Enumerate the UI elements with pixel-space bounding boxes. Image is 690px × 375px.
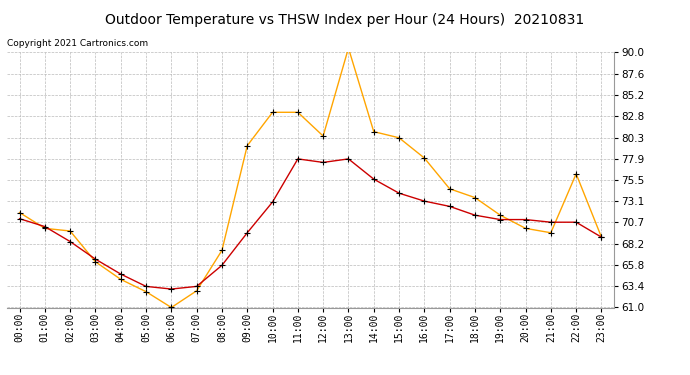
Temperature  (°F) [91, 257, 99, 261]
Line: Temperature  (°F): Temperature (°F) [17, 156, 604, 292]
THSW  (°F) [66, 229, 75, 233]
Temperature  (°F) [344, 157, 353, 161]
Temperature  (°F) [370, 177, 378, 182]
THSW  (°F) [344, 46, 353, 50]
Temperature  (°F) [294, 157, 302, 161]
THSW  (°F) [496, 213, 504, 217]
THSW  (°F) [446, 186, 454, 191]
Temperature  (°F) [446, 204, 454, 209]
THSW  (°F) [243, 144, 251, 148]
THSW  (°F) [294, 110, 302, 114]
Temperature  (°F) [319, 160, 327, 165]
Temperature  (°F) [142, 284, 150, 289]
THSW  (°F) [167, 305, 175, 310]
Temperature  (°F) [496, 217, 504, 222]
THSW  (°F) [395, 135, 403, 140]
THSW  (°F) [546, 231, 555, 235]
Temperature  (°F) [117, 272, 125, 276]
Line: THSW  (°F): THSW (°F) [17, 45, 604, 310]
THSW  (°F) [572, 172, 580, 176]
Text: Outdoor Temperature vs THSW Index per Hour (24 Hours)  20210831: Outdoor Temperature vs THSW Index per Ho… [106, 13, 584, 27]
Temperature  (°F) [41, 224, 49, 229]
Temperature  (°F) [522, 217, 530, 222]
THSW  (°F) [268, 110, 277, 114]
Temperature  (°F) [66, 239, 75, 244]
THSW  (°F) [193, 288, 201, 293]
THSW  (°F) [142, 290, 150, 294]
THSW  (°F) [420, 156, 428, 160]
Temperature  (°F) [572, 220, 580, 225]
THSW  (°F) [117, 277, 125, 282]
Temperature  (°F) [193, 284, 201, 289]
Temperature  (°F) [167, 287, 175, 291]
THSW  (°F) [598, 235, 606, 239]
Temperature  (°F) [243, 231, 251, 235]
THSW  (°F) [218, 248, 226, 253]
Text: Copyright 2021 Cartronics.com: Copyright 2021 Cartronics.com [7, 39, 148, 48]
Temperature  (°F) [15, 216, 23, 221]
THSW  (°F) [91, 260, 99, 264]
THSW  (°F) [15, 210, 23, 215]
Temperature  (°F) [471, 213, 479, 217]
Temperature  (°F) [420, 199, 428, 203]
THSW  (°F) [319, 134, 327, 138]
Temperature  (°F) [268, 200, 277, 204]
THSW  (°F) [370, 129, 378, 134]
Temperature  (°F) [395, 191, 403, 195]
Temperature  (°F) [218, 263, 226, 267]
Temperature  (°F) [598, 235, 606, 239]
THSW  (°F) [41, 226, 49, 231]
Temperature  (°F) [546, 220, 555, 225]
THSW  (°F) [471, 195, 479, 200]
THSW  (°F) [522, 226, 530, 231]
